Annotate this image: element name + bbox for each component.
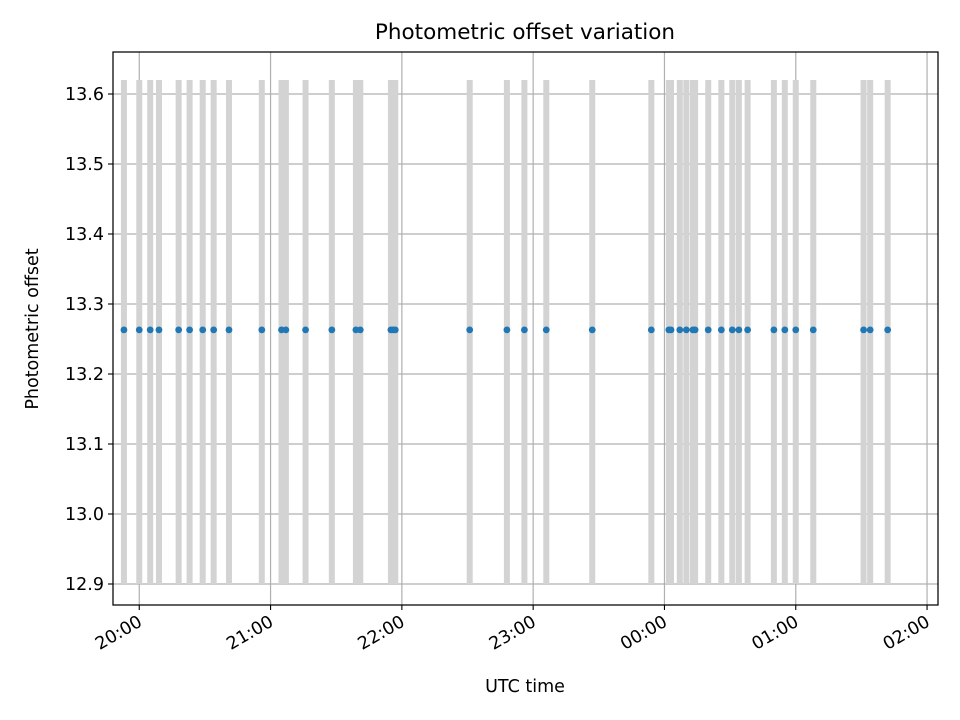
data-point: [809, 326, 817, 334]
data-point: [588, 326, 596, 334]
data-point: [770, 326, 778, 334]
data-points: [120, 326, 892, 334]
data-point: [792, 326, 800, 334]
data-point: [744, 326, 752, 334]
y-tick-label: 12.9: [65, 575, 104, 595]
data-point: [884, 326, 892, 334]
data-point: [135, 326, 143, 334]
y-tick-label: 13.6: [65, 85, 104, 105]
data-point: [735, 326, 743, 334]
data-point: [302, 326, 309, 334]
data-point: [175, 326, 183, 334]
y-axis-label: Photometric offset: [23, 248, 43, 409]
data-point: [258, 326, 266, 334]
data-point: [691, 326, 699, 334]
y-tick-label: 13.5: [65, 155, 104, 175]
data-point: [866, 326, 874, 334]
data-point: [781, 326, 789, 334]
y-tick-label: 13.0: [65, 505, 104, 525]
data-point: [328, 326, 336, 334]
data-point: [542, 326, 550, 334]
x-axis-label: UTC time: [485, 677, 565, 697]
data-point: [146, 326, 154, 334]
data-point: [717, 326, 725, 334]
data-point: [860, 326, 867, 334]
data-point: [647, 326, 655, 334]
data-point: [120, 326, 128, 334]
data-point: [199, 326, 207, 334]
data-point: [728, 326, 736, 334]
y-tick-label: 13.4: [65, 225, 104, 245]
data-point: [521, 326, 528, 334]
y-tick-label: 13.1: [65, 435, 104, 455]
data-point: [391, 326, 399, 334]
data-point: [466, 326, 474, 334]
data-point: [155, 326, 163, 334]
data-point: [704, 326, 712, 334]
data-point: [282, 326, 290, 334]
data-point: [667, 326, 675, 334]
plot-frame: [112, 51, 939, 606]
data-point: [676, 326, 684, 334]
data-point: [356, 326, 364, 334]
y-axis-ticks: 12.9 13.0 13.1 13.2 13.3 13.4 13.5 13.6: [65, 85, 113, 595]
data-point: [682, 326, 690, 334]
y-tick-label: 13.2: [65, 365, 104, 385]
data-point: [225, 326, 233, 334]
data-point: [503, 326, 511, 334]
y-tick-label: 13.3: [65, 295, 104, 315]
chart-title: Photometric offset variation: [375, 20, 675, 45]
data-point: [210, 326, 218, 334]
data-point: [186, 326, 193, 334]
